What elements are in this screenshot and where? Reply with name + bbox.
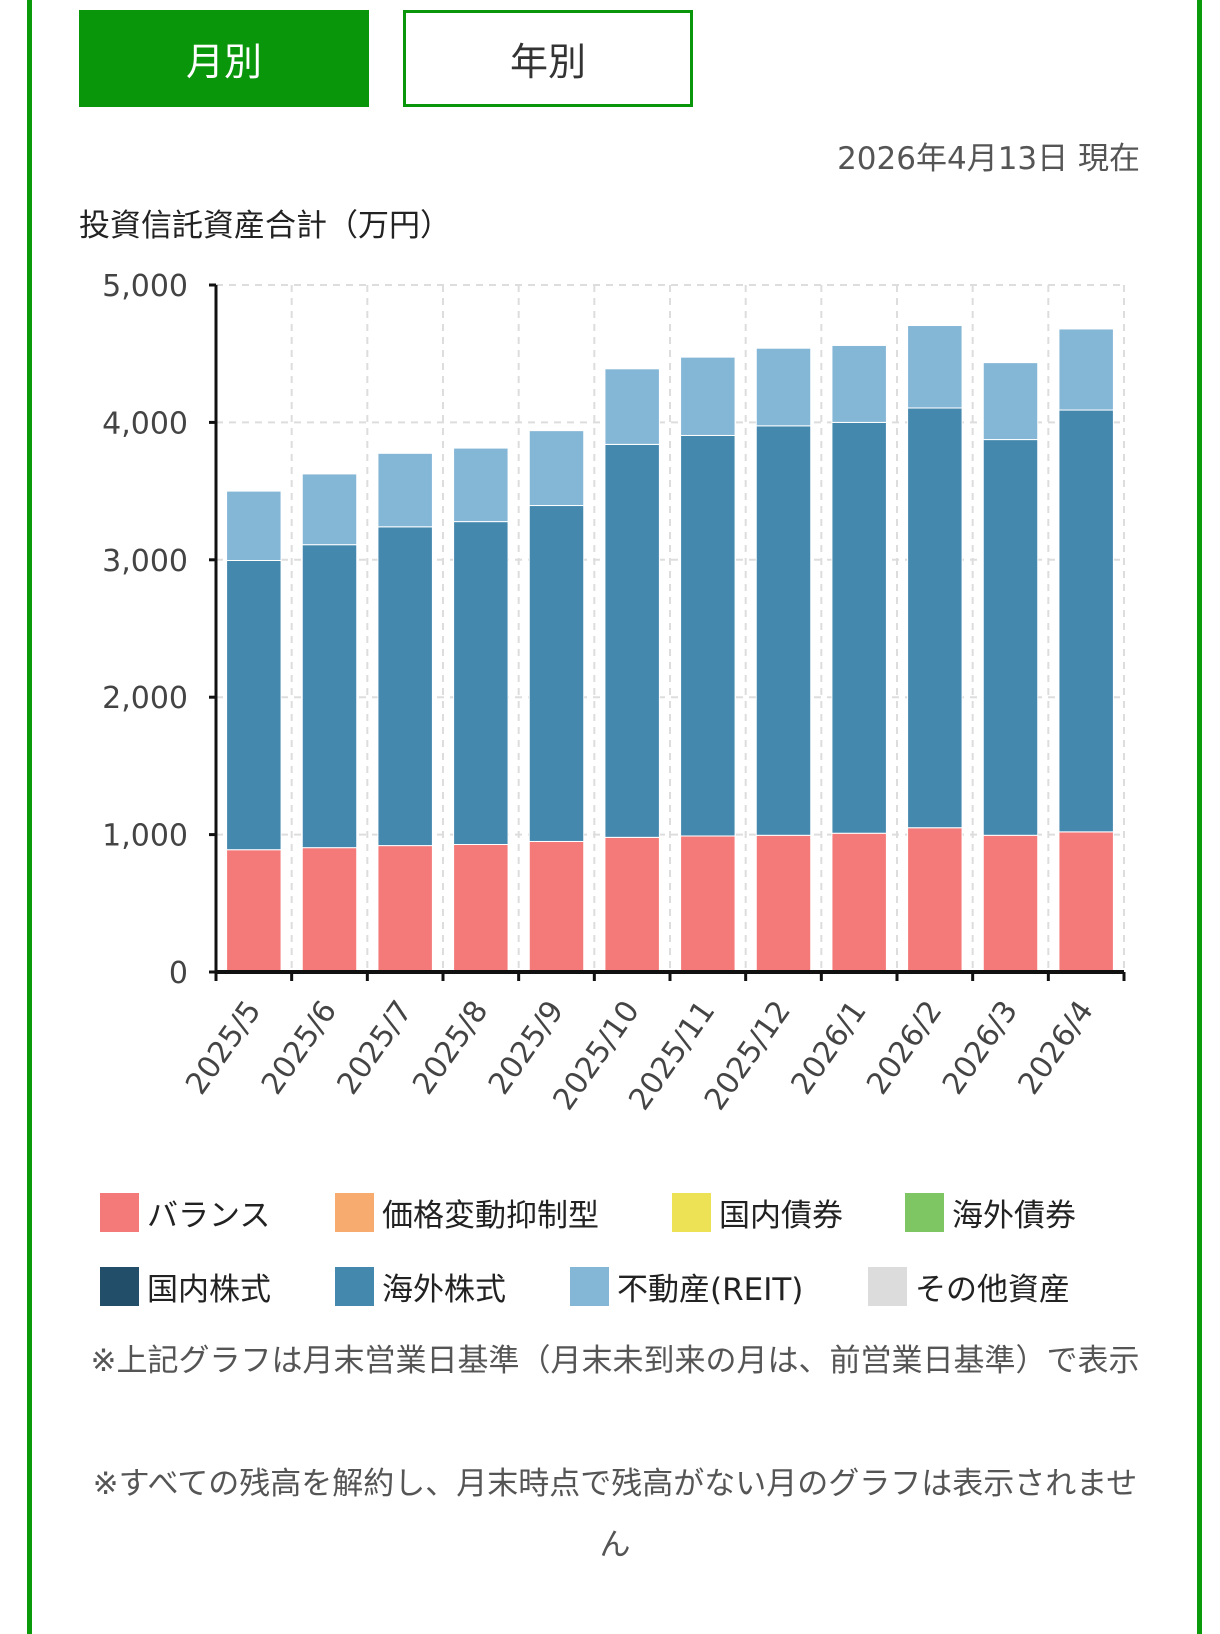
legend-swatch-domestic-bond bbox=[672, 1192, 711, 1232]
legend-label: 国内債券 bbox=[719, 1197, 843, 1234]
bar-segment-reit bbox=[528, 430, 585, 507]
bar-segment-balance bbox=[982, 834, 1039, 973]
legend-swatch-other bbox=[868, 1266, 907, 1306]
legend-label: 不動産(REIT) bbox=[617, 1271, 804, 1308]
legend-row-2: 国内株式 海外株式 不動産(REIT) その他資産 bbox=[100, 1249, 1140, 1323]
bar-segment-balance bbox=[453, 843, 509, 973]
x-tick-label: 2026/4 bbox=[1012, 995, 1101, 1102]
x-tick-labels: 2025/52025/62025/72025/82025/92025/10202… bbox=[179, 995, 1101, 1117]
legend-label: 海外株式 bbox=[382, 1271, 506, 1308]
bar-segment-balance bbox=[528, 840, 585, 973]
tab-yearly[interactable]: 年別 bbox=[403, 10, 693, 107]
bars bbox=[226, 325, 1114, 973]
gridlines bbox=[216, 284, 1125, 972]
x-tick-label: 2025/7 bbox=[331, 995, 420, 1102]
legend-item-foreign-stock: 海外株式 bbox=[335, 1264, 570, 1309]
bar-segment-reit bbox=[831, 344, 887, 423]
bar-segment-foreign_stock bbox=[907, 407, 963, 829]
y-tick-label: 3,000 bbox=[102, 544, 188, 579]
legend-item-foreign-bond: 海外債券 bbox=[905, 1190, 1076, 1235]
bar-segment-balance bbox=[831, 832, 887, 973]
legend-label: 海外債券 bbox=[952, 1197, 1076, 1234]
bar-segment-reit bbox=[907, 325, 963, 409]
bar-segment-foreign_stock bbox=[831, 421, 887, 834]
x-tick-label: 2025/5 bbox=[179, 995, 268, 1102]
footnote-month-end-basis: ※上記グラフは月末営業日基準（月末未到来の月は、前営業日基準）で表示 bbox=[90, 1343, 1140, 1379]
bar-segment-reit bbox=[226, 490, 282, 561]
footnote-no-balance: ※すべての残高を解約し、月末時点で残高がない月のグラフは表示されません bbox=[92, 1466, 1138, 1563]
bar-segment-foreign_stock bbox=[680, 434, 736, 837]
x-tick-label: 2025/6 bbox=[255, 995, 344, 1102]
tab-monthly[interactable]: 月別 bbox=[79, 10, 369, 107]
chart-title: 投資信託資産合計（万円） bbox=[79, 208, 451, 244]
as-of-date: 2026年4月13日 現在 bbox=[837, 141, 1140, 177]
bar-segment-reit bbox=[1058, 328, 1114, 411]
x-tick-label: 2026/2 bbox=[860, 995, 949, 1102]
container-border-left bbox=[27, 0, 32, 1634]
legend-item-other: その他資産 bbox=[868, 1264, 1070, 1309]
bar-segment-foreign_stock bbox=[1058, 409, 1114, 833]
axes bbox=[209, 283, 1126, 981]
x-tick-label: 2026/1 bbox=[785, 995, 874, 1102]
y-tick-label: 0 bbox=[169, 956, 188, 991]
legend-label: 価格変動抑制型 bbox=[382, 1197, 599, 1234]
y-tick-label: 5,000 bbox=[102, 269, 188, 304]
legend-item-domestic-stock: 国内株式 bbox=[100, 1264, 335, 1309]
bar-segment-foreign_stock bbox=[226, 559, 282, 851]
bar-segment-balance bbox=[301, 847, 358, 973]
bar-segment-foreign_stock bbox=[453, 521, 509, 845]
legend-row-1: バランス 価格変動抑制型 国内債券 海外債券 bbox=[100, 1175, 1140, 1249]
legend-swatch-foreign-bond bbox=[905, 1192, 944, 1232]
legend-label: その他資産 bbox=[915, 1271, 1070, 1308]
bar-segment-balance bbox=[680, 835, 736, 973]
x-tick-label: 2025/8 bbox=[406, 995, 495, 1102]
legend-item-domestic-bond: 国内債券 bbox=[672, 1190, 905, 1235]
bar-segment-reit bbox=[377, 452, 433, 528]
y-tick-label: 4,000 bbox=[102, 406, 188, 441]
container-border-right bbox=[1197, 0, 1202, 1634]
legend-swatch-foreign-stock bbox=[335, 1266, 374, 1306]
y-tick-labels: 0 1,000 2,000 3,000 4,000 5,000 bbox=[102, 269, 188, 991]
legend: バランス 価格変動抑制型 国内債券 海外債券 国内株式 海外株式 不動産(REI… bbox=[100, 1175, 1140, 1323]
legend-item-balance: バランス bbox=[100, 1190, 335, 1235]
bar-segment-reit bbox=[604, 368, 660, 445]
bar-segment-foreign_stock bbox=[604, 443, 660, 838]
bar-segment-balance bbox=[226, 849, 282, 973]
legend-swatch-domestic-stock bbox=[100, 1266, 139, 1306]
bar-segment-reit bbox=[982, 362, 1039, 441]
legend-swatch-price-stable bbox=[335, 1192, 374, 1232]
bar-segment-foreign_stock bbox=[377, 526, 433, 847]
bar-segment-reit bbox=[680, 356, 736, 436]
bar-segment-balance bbox=[377, 845, 433, 973]
legend-label: 国内株式 bbox=[147, 1271, 271, 1308]
bar-segment-balance bbox=[604, 836, 660, 973]
bar-segment-foreign_stock bbox=[755, 425, 812, 836]
legend-swatch-balance bbox=[100, 1192, 139, 1232]
bar-segment-reit bbox=[453, 447, 509, 523]
legend-item-price-stable: 価格変動抑制型 bbox=[335, 1190, 672, 1235]
x-tick-label: 2026/3 bbox=[936, 995, 1025, 1102]
y-tick-label: 2,000 bbox=[102, 681, 188, 716]
bar-segment-foreign_stock bbox=[982, 439, 1039, 836]
bar-segment-balance bbox=[755, 834, 812, 973]
legend-swatch-reit bbox=[570, 1266, 609, 1306]
bar-segment-reit bbox=[755, 347, 812, 427]
y-tick-label: 1,000 bbox=[102, 819, 188, 854]
bar-segment-foreign_stock bbox=[301, 544, 358, 849]
bar-segment-balance bbox=[1058, 831, 1114, 973]
bar-segment-reit bbox=[301, 473, 358, 546]
legend-label: バランス bbox=[147, 1197, 271, 1234]
bar-segment-balance bbox=[907, 827, 963, 973]
bar-segment-foreign_stock bbox=[528, 505, 585, 842]
legend-item-reit: 不動産(REIT) bbox=[570, 1264, 868, 1309]
